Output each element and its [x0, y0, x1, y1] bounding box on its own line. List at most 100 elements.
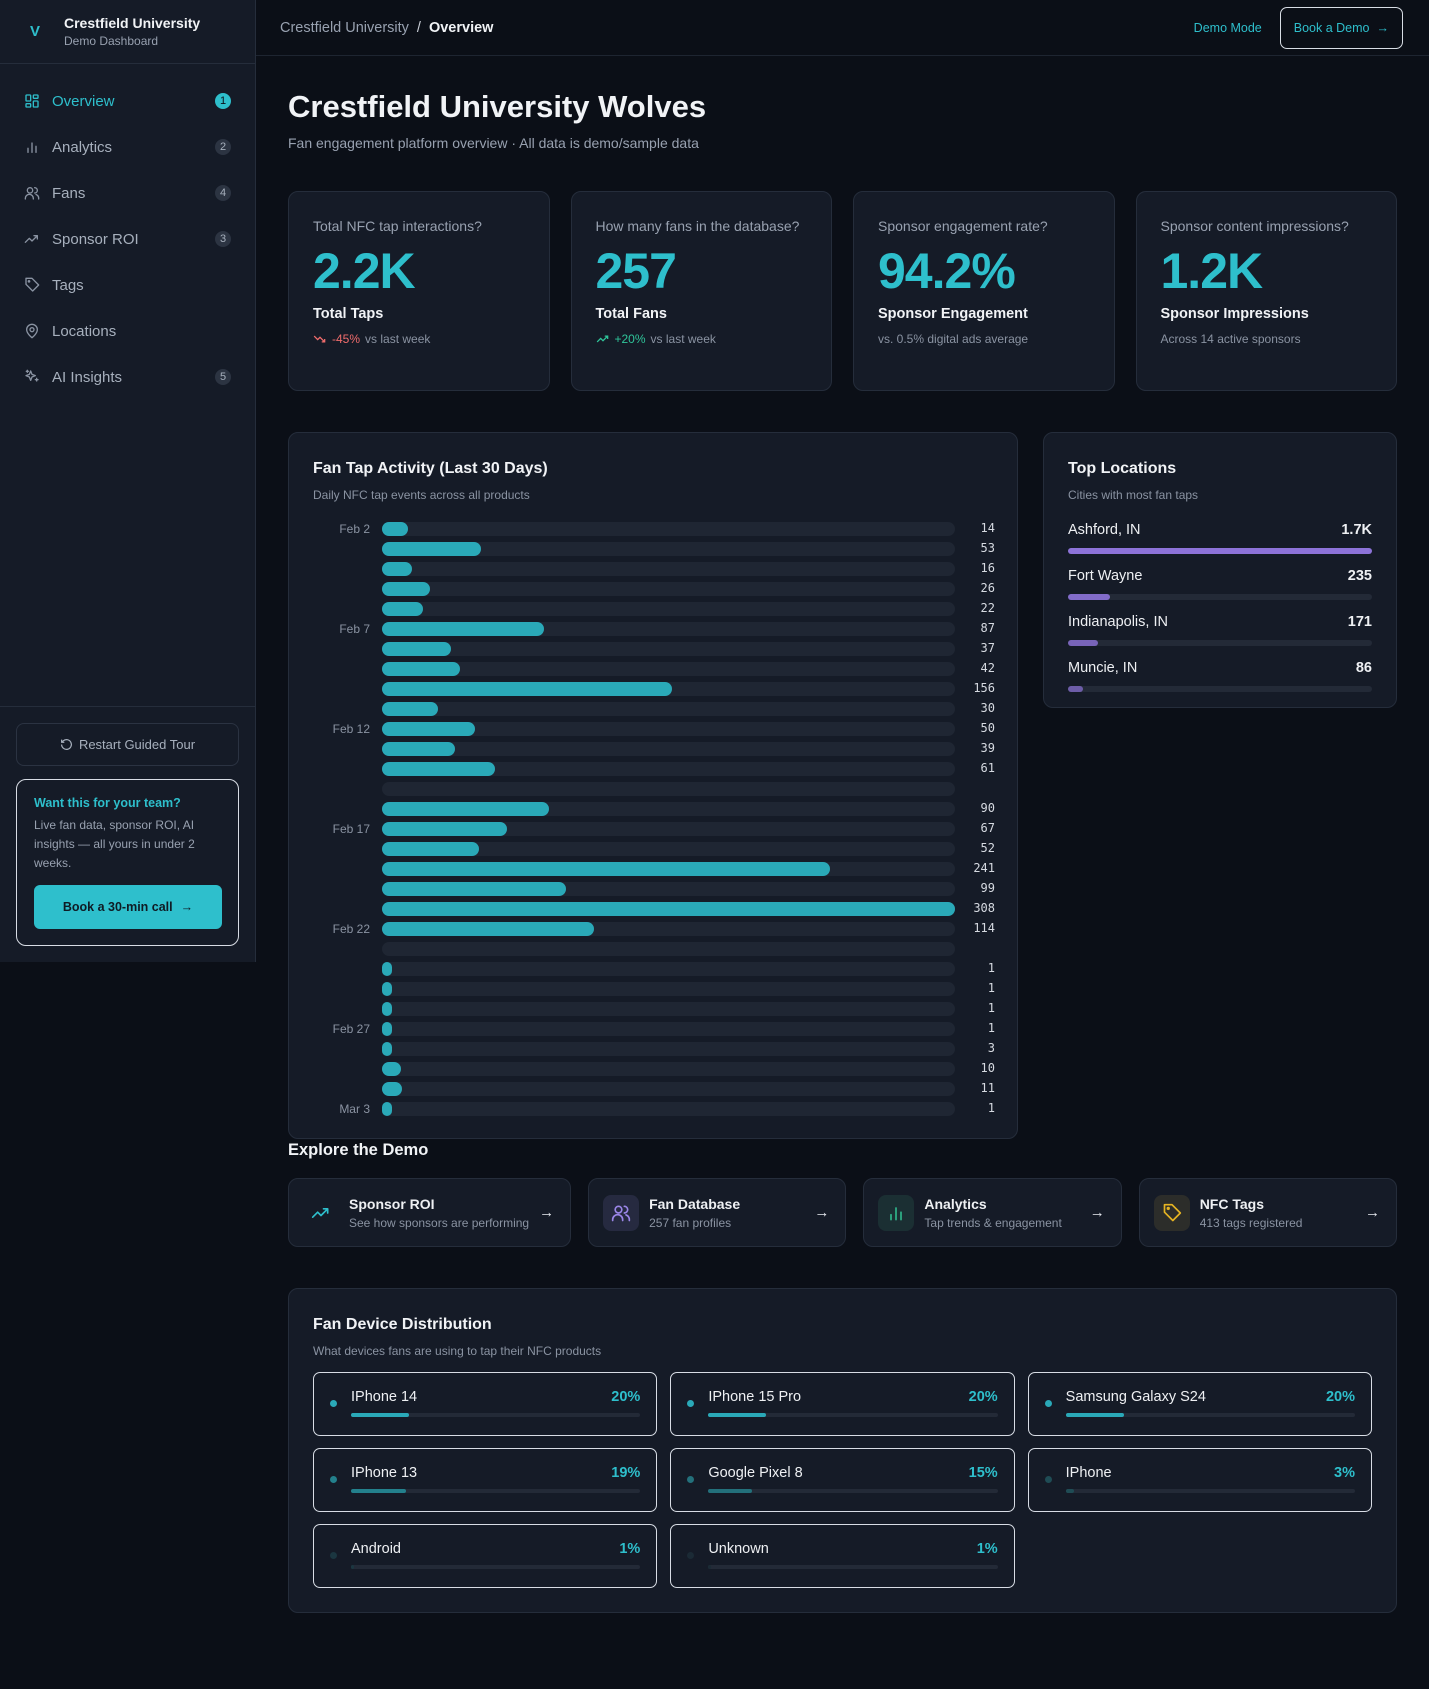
sidebar-item-overview[interactable]: Overview 1 — [0, 78, 255, 124]
chart-bar[interactable] — [382, 602, 423, 616]
explore-analytics-card[interactable]: Analytics Tap trends & engagement → — [863, 1178, 1122, 1247]
restart-tour-button[interactable]: Restart Guided Tour — [16, 723, 239, 766]
restart-icon — [60, 739, 72, 750]
chart-bar[interactable] — [382, 922, 595, 936]
device-name: IPhone — [1065, 1465, 1112, 1481]
chart-data-label: 1 — [987, 961, 995, 975]
chart-data-label: 52 — [980, 841, 995, 855]
chart-bar[interactable] — [382, 842, 479, 856]
breadcrumb-separator: / — [416, 19, 421, 36]
chart-data-label: 30 — [980, 701, 995, 715]
sidebar-item-tags[interactable]: Tags — [0, 262, 255, 308]
chart-bar[interactable] — [382, 982, 392, 996]
arrow-right-icon: → — [1365, 1204, 1380, 1221]
kpi-value: 257 — [595, 243, 677, 299]
kpi-grid: Total NFC tap interactions? 2.2K Total Tap… — [288, 191, 1397, 391]
chart-bar[interactable] — [382, 762, 496, 776]
location-value: 171 — [1347, 614, 1372, 630]
chart-bar[interactable] — [382, 522, 409, 536]
chart-bar[interactable] — [382, 1042, 392, 1056]
explore-fan-database-card[interactable]: Fan Database 257 fan profiles → — [588, 1178, 847, 1247]
location-city: Indianapolis, IN — [1068, 614, 1168, 630]
chart-bar[interactable] — [382, 902, 955, 916]
breadcrumb-root[interactable]: Crestfield University — [280, 19, 409, 36]
chart-bar[interactable] — [382, 822, 507, 836]
chart-bar[interactable] — [382, 702, 438, 716]
device-item: Google Pixel 8 15% — [670, 1448, 1015, 1512]
locations-subtitle: Cities with most fan taps — [1068, 488, 1199, 502]
chart-row — [289, 939, 1019, 959]
chart-bar[interactable] — [382, 1082, 403, 1096]
sidebar-item-ai-insights[interactable]: AI Insights 5 — [0, 354, 255, 400]
chart-data-label: 16 — [980, 561, 995, 575]
chart-bar[interactable] — [382, 742, 455, 756]
device-bar-track — [351, 1565, 641, 1569]
sidebar-item-label: AI Insights — [52, 368, 123, 386]
main-content: Crestfield University Wolves Fan engagem… — [288, 56, 1397, 1613]
explore-sponsor-roi-card[interactable]: Sponsor ROI See how sponsors are performi… — [288, 1178, 572, 1247]
device-dot — [687, 1476, 695, 1483]
chart-row: 26 — [289, 579, 1019, 599]
kpi-card: How many fans in the database? 257 Total F… — [570, 191, 832, 391]
device-percent: 3% — [1334, 1465, 1355, 1481]
chart-bar-track — [382, 1002, 955, 1016]
kpi-delta: +20% — [614, 332, 646, 346]
sidebar-item-sponsor-roi[interactable]: Sponsor ROI 3 — [0, 216, 255, 262]
chart-bar-track — [382, 642, 955, 656]
chart-bar[interactable] — [382, 722, 476, 736]
chart-bar-track — [382, 1102, 955, 1116]
chart-bar[interactable] — [382, 962, 392, 976]
chart-bar[interactable] — [382, 882, 567, 896]
chart-bar[interactable] — [382, 642, 451, 656]
device-bar — [1065, 1489, 1075, 1493]
device-bar — [708, 1565, 712, 1569]
explore-subtitle: See how sponsors are performing — [349, 1215, 530, 1230]
chart-bar[interactable] — [382, 582, 431, 596]
explore-nfc-tags-card[interactable]: NFC Tags 413 tags registered → — [1138, 1178, 1397, 1247]
device-bar — [351, 1413, 409, 1417]
chart-bar-track — [382, 702, 955, 716]
chart-bar[interactable] — [382, 662, 461, 676]
chart-data-label: 10 — [980, 1061, 995, 1075]
device-item: Samsung Galaxy S24 20% — [1027, 1372, 1372, 1436]
explore-icon-box — [603, 1194, 640, 1231]
book-demo-button[interactable]: Book a Demo → — [1279, 6, 1403, 49]
sidebar-item-badge: 2 — [215, 139, 231, 155]
chart-bar[interactable] — [382, 1062, 401, 1076]
chart-bar[interactable] — [382, 682, 673, 696]
sidebar-item-badge: 4 — [215, 185, 231, 201]
brand-name: Crestfield University — [64, 15, 201, 31]
bar-chart-icon — [890, 1206, 903, 1220]
chart-bar[interactable] — [382, 1002, 392, 1016]
book-call-button[interactable]: Book a 30-min call → — [34, 885, 222, 929]
kpi-note: Across 14 active sponsors — [1160, 332, 1301, 346]
device-bar-track — [708, 1565, 998, 1569]
sidebar-item-locations[interactable]: Locations — [0, 308, 255, 354]
location-bar-track — [1068, 548, 1372, 554]
kpi-value: 2.2K — [313, 243, 416, 299]
chart-bar[interactable] — [382, 1022, 392, 1036]
chart-row: 42 — [289, 659, 1019, 679]
explore-grid: Sponsor ROI See how sponsors are performi… — [288, 1178, 1397, 1247]
chart-bar-track — [382, 682, 955, 696]
device-bar-track — [708, 1413, 998, 1417]
device-bar — [708, 1413, 767, 1417]
demo-mode-link[interactable]: Demo Mode — [1193, 20, 1262, 35]
sidebar-item-fans[interactable]: Fans 4 — [0, 170, 255, 216]
sidebar-item-label: Analytics — [52, 138, 113, 156]
sidebar-item-analytics[interactable]: Analytics 2 — [0, 124, 255, 170]
chart-bar[interactable] — [382, 542, 481, 556]
chart-bar[interactable] — [382, 802, 550, 816]
chart-bar[interactable] — [382, 1102, 392, 1116]
chart-row: 241 — [289, 859, 1019, 879]
location-item: Indianapolis, IN 171 — [1068, 614, 1372, 646]
chart-bar[interactable] — [382, 622, 544, 636]
chart-tick-label: Feb 12 — [332, 722, 370, 736]
chart-bar[interactable] — [382, 862, 831, 876]
chart-bar[interactable] — [382, 562, 412, 576]
device-name: Google Pixel 8 — [708, 1465, 803, 1481]
explore-title: Sponsor ROI — [349, 1195, 435, 1212]
explore-title: Fan Database — [649, 1195, 741, 1212]
arrow-right-icon: → — [1089, 1204, 1105, 1221]
kpi-label: Sponsor Impressions — [1160, 306, 1309, 322]
